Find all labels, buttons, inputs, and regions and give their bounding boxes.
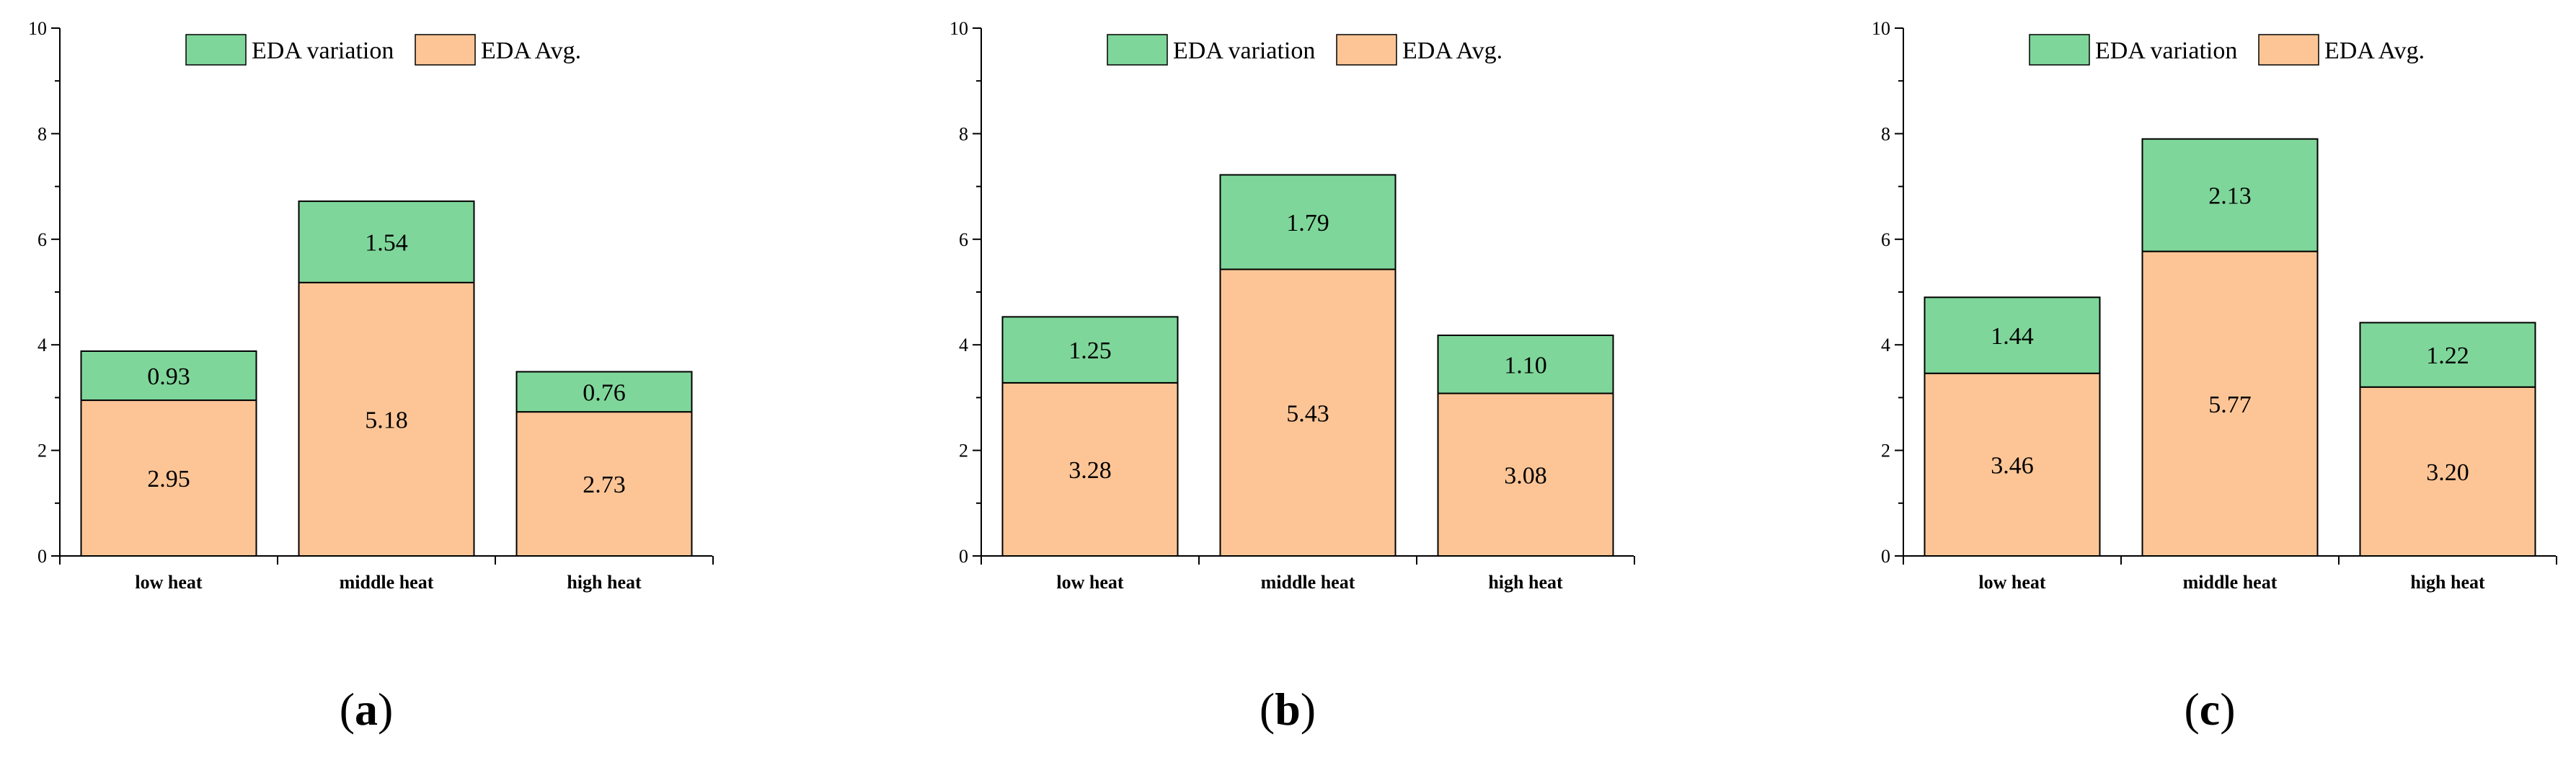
y-tick-label: 10 xyxy=(28,18,47,39)
panel-letter: a xyxy=(355,684,378,735)
x-category-label: low heat xyxy=(1056,572,1124,593)
bar-variation-middle-heat xyxy=(298,200,475,283)
y-tick-label: 8 xyxy=(37,123,47,144)
x-category-label: middle heat xyxy=(1261,572,1355,593)
bar-avg-high-heat xyxy=(515,411,693,557)
legend-label-variation: EDA variation xyxy=(1173,37,1315,64)
data-label-variation: 1.22 xyxy=(2426,343,2469,369)
legend: EDA variation EDA Avg. xyxy=(185,34,581,66)
legend-swatch-avg xyxy=(1336,34,1397,66)
bar-variation-high-heat xyxy=(515,371,693,413)
panel-label: (c) xyxy=(2184,684,2235,735)
legend-swatch-avg xyxy=(415,34,476,66)
x-category-label: high heat xyxy=(1488,572,1563,593)
y-tick-label: 6 xyxy=(959,229,968,250)
data-label-avg: 3.46 xyxy=(1991,452,2034,479)
bar-avg-middle-heat xyxy=(298,281,475,557)
data-label-avg: 3.08 xyxy=(1504,462,1547,489)
data-label-variation: 1.44 xyxy=(1991,323,2034,350)
legend-label-variation: EDA variation xyxy=(2095,37,2237,64)
y-tick-label: 0 xyxy=(1881,546,1890,567)
panel-label: (b) xyxy=(1260,684,1316,735)
data-label-avg: 2.95 xyxy=(147,466,190,492)
legend-swatch-variation xyxy=(185,34,247,66)
x-category-label: low heat xyxy=(135,572,203,593)
legend-label-variation: EDA variation xyxy=(252,37,394,64)
legend-swatch-variation xyxy=(2029,34,2090,66)
x-category-label: low heat xyxy=(1978,572,2046,593)
bar-variation-high-heat xyxy=(1437,335,1614,394)
data-label-avg: 3.28 xyxy=(1068,457,1112,484)
bar-avg-middle-heat xyxy=(1219,268,1397,557)
legend: EDA variation EDA Avg. xyxy=(2029,34,2425,66)
legend-swatch-variation xyxy=(1107,34,1168,66)
y-tick-label: 8 xyxy=(1881,123,1890,144)
bar-avg-low-heat xyxy=(80,399,257,557)
legend-label-avg: EDA Avg. xyxy=(2324,37,2425,64)
y-tick-label: 0 xyxy=(37,546,47,567)
x-category-label: high heat xyxy=(2410,572,2485,593)
x-category-label: high heat xyxy=(567,572,642,593)
y-tick-label: 10 xyxy=(950,18,968,39)
bar-avg-low-heat xyxy=(1001,381,1179,557)
data-label-variation: 0.93 xyxy=(147,363,190,390)
bar-variation-middle-heat xyxy=(2141,138,2319,252)
chart-panel-b: 0 2 4 6 8 10 3.28 1.25 low heat 5.43 1.79 middle he… xyxy=(950,18,1635,735)
data-label-avg: 5.43 xyxy=(1286,400,1329,427)
bar-variation-low-heat xyxy=(1001,316,1179,384)
data-label-variation: 1.25 xyxy=(1068,337,1112,364)
legend-label-avg: EDA Avg. xyxy=(1402,37,1502,64)
data-label-avg: 5.18 xyxy=(365,407,408,433)
panel-label: (a) xyxy=(340,684,394,735)
legend-label-avg: EDA Avg. xyxy=(481,37,581,64)
legend: EDA variation EDA Avg. xyxy=(1107,34,1502,66)
x-category-label: middle heat xyxy=(2183,572,2278,593)
x-category-label: middle heat xyxy=(340,572,434,593)
panel-letter: c xyxy=(2200,684,2220,735)
y-tick-label: 10 xyxy=(1872,18,1890,39)
bar-variation-low-heat xyxy=(80,350,257,402)
y-tick-label: 6 xyxy=(1881,229,1890,250)
y-tick-label: 8 xyxy=(959,123,968,144)
bar-variation-middle-heat xyxy=(1219,174,1397,270)
bar-avg-high-heat xyxy=(1437,392,1614,557)
y-tick-label: 2 xyxy=(37,441,47,461)
chart-panel-a: 0 2 4 6 8 10 2.95 0.93 low heat 5.18 1.54 middle he… xyxy=(28,18,714,735)
y-tick-label: 4 xyxy=(37,335,47,355)
y-tick-label: 4 xyxy=(1881,335,1890,355)
bar-avg-high-heat xyxy=(2359,386,2536,557)
data-label-variation: 1.79 xyxy=(1286,210,1329,237)
legend-swatch-avg xyxy=(2258,34,2319,66)
data-label-avg: 5.77 xyxy=(2208,392,2252,418)
y-tick-label: 4 xyxy=(959,335,968,355)
data-label-variation: 1.10 xyxy=(1504,352,1547,379)
data-label-variation: 2.13 xyxy=(2208,183,2252,210)
y-tick-label: 2 xyxy=(959,441,968,461)
bar-avg-low-heat xyxy=(1924,372,2101,557)
panel-letter: b xyxy=(1275,684,1301,735)
data-label-avg: 3.20 xyxy=(2426,459,2469,486)
bar-variation-high-heat xyxy=(2359,322,2536,388)
y-tick-label: 6 xyxy=(37,229,47,250)
bar-avg-middle-heat xyxy=(2141,250,2319,557)
y-tick-label: 2 xyxy=(1881,441,1890,461)
data-label-variation: 0.76 xyxy=(583,379,626,406)
chart-panel-c: 0 2 4 6 8 10 3.46 1.44 low heat 5.77 2.13 middle he… xyxy=(1872,18,2557,735)
bar-variation-low-heat xyxy=(1924,296,2101,374)
data-label-avg: 2.73 xyxy=(583,472,626,498)
data-label-variation: 1.54 xyxy=(365,229,408,256)
y-tick-label: 0 xyxy=(959,546,968,567)
